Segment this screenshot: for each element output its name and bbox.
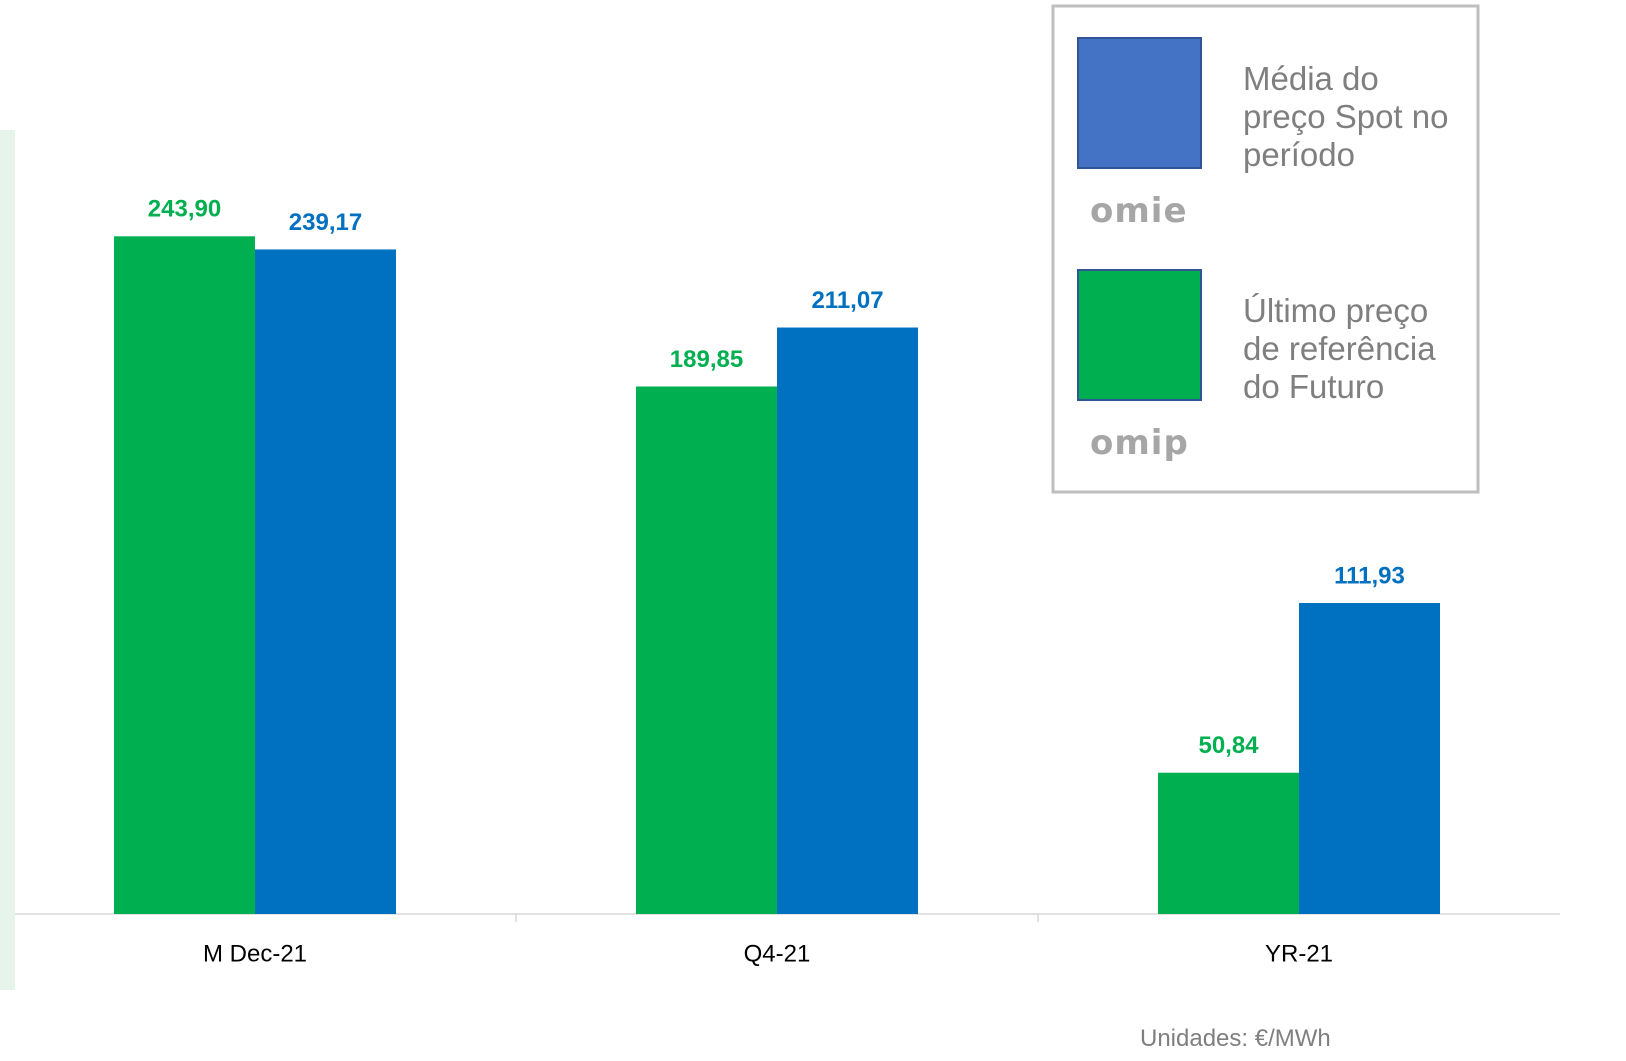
data-label: 243,90 (148, 196, 221, 223)
bar (636, 386, 777, 914)
data-label: 211,07 (811, 287, 883, 314)
x-tick-label: YR-21 (1265, 940, 1333, 967)
x-tick-label: M Dec-21 (203, 940, 307, 967)
units-note: Unidades: €/MWh (1140, 1025, 1331, 1052)
legend-label: Média do preço Spot no período (1243, 60, 1449, 173)
legend-logo: omip (1090, 423, 1189, 463)
data-label: 189,85 (670, 346, 743, 373)
data-label: 111,93 (1334, 562, 1405, 589)
side-band (0, 130, 15, 990)
legend-swatch (1077, 37, 1202, 169)
bar (1299, 602, 1440, 914)
bar (777, 327, 918, 914)
data-label: 50,84 (1198, 732, 1259, 759)
bar (114, 236, 255, 915)
bar (255, 249, 396, 914)
legend-logo: omie (1090, 191, 1188, 231)
legend-swatch (1077, 269, 1202, 401)
legend-label: Último preço de referência do Futuro (1243, 292, 1436, 405)
bar (1158, 772, 1299, 914)
x-tick-label: Q4-21 (744, 940, 811, 967)
data-label: 239,17 (289, 209, 362, 236)
